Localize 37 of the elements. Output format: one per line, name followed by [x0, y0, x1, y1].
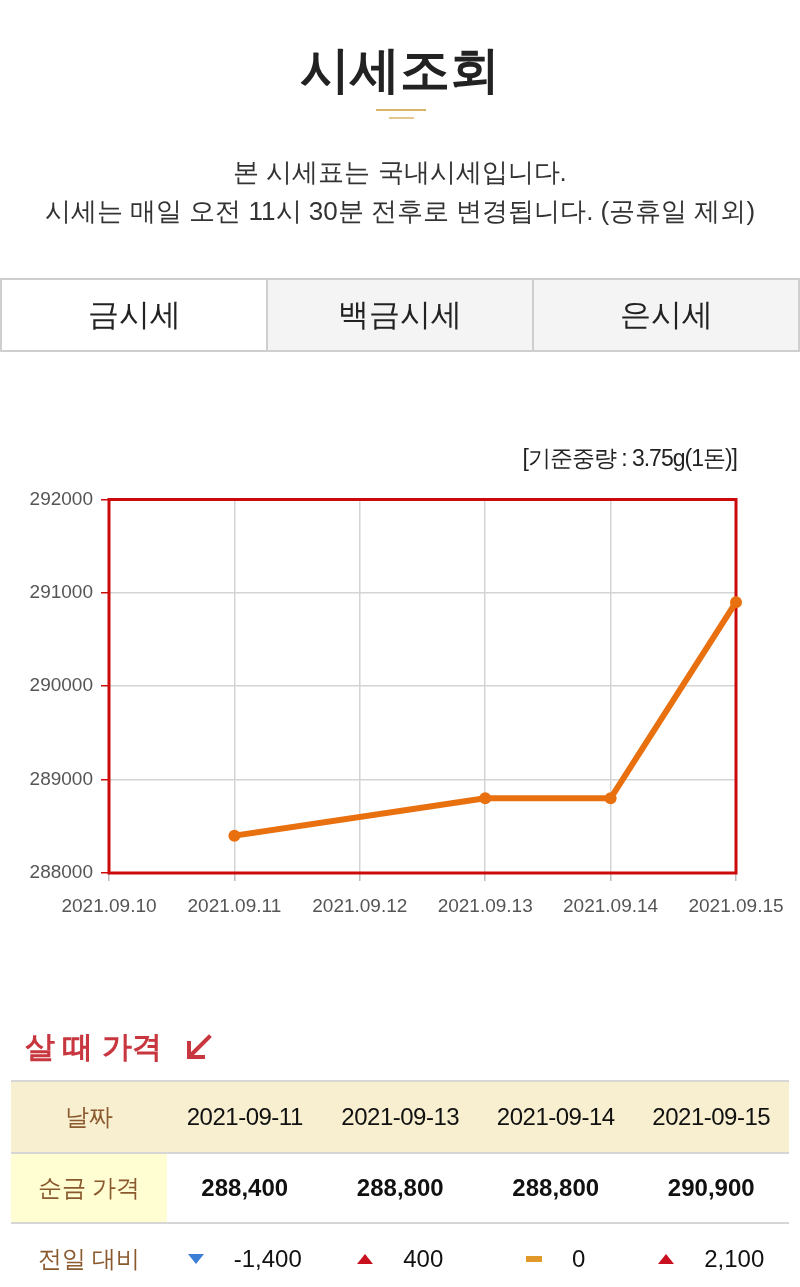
data-label: 0 — [572, 1244, 586, 1273]
category-label: 2021-09-11 — [185, 1103, 304, 1131]
text: 은시세 — [619, 296, 713, 334]
y-tick-label: 289000 — [29, 767, 93, 789]
x-tick-label: 2021.09.12 — [312, 894, 408, 916]
data-label: 290,900 — [667, 1174, 755, 1202]
y-tick-label: 290000 — [29, 674, 93, 696]
x-tick-label: 2021.09.13 — [437, 894, 533, 916]
text: 날짜 — [64, 1102, 114, 1132]
text: 본 시세표는 국내시세입니다. 시세는 매일 오전 11시 30분 전후로 변경됩니다. (공휴일 제외) — [43, 156, 757, 228]
text: 백금시세 — [338, 296, 462, 334]
point — [730, 596, 742, 609]
point — [479, 792, 492, 805]
category-label: 2021-09-14 — [495, 1103, 616, 1131]
x-tick-label: 2021.09.15 — [688, 894, 784, 916]
category-label: 2021-09-13 — [340, 1103, 461, 1131]
x-tick-label: 2021.09.11 — [187, 894, 282, 916]
data-label: 288,800 — [512, 1174, 600, 1202]
text: 순금 가격 — [11, 1154, 167, 1222]
point — [604, 792, 617, 805]
data-label: 288,400 — [201, 1174, 289, 1202]
x-tick-label: 2021.09.14 — [563, 894, 659, 916]
point — [228, 829, 241, 842]
data-label: -1,400 — [233, 1244, 302, 1273]
x-tick-label: 2021.09.10 — [61, 894, 157, 916]
data-label: 288,800 — [356, 1174, 444, 1202]
category-label: 2021-09-15 — [651, 1103, 772, 1131]
data-label: 400 — [403, 1244, 444, 1273]
text: [기준중량 : 3.75g(1돈)] — [522, 444, 737, 473]
y-tick-label: 292000 — [29, 487, 93, 509]
text: 살 때 가격 — [25, 1028, 162, 1065]
y-tick-label: 288000 — [29, 861, 93, 883]
y-tick-label: 291000 — [29, 581, 93, 603]
text: 금시세 — [87, 296, 181, 334]
data-label: 2,100 — [704, 1244, 765, 1273]
text: 시세조회 — [299, 41, 501, 100]
legend-label: 전일 대비 — [11, 1224, 167, 1287]
